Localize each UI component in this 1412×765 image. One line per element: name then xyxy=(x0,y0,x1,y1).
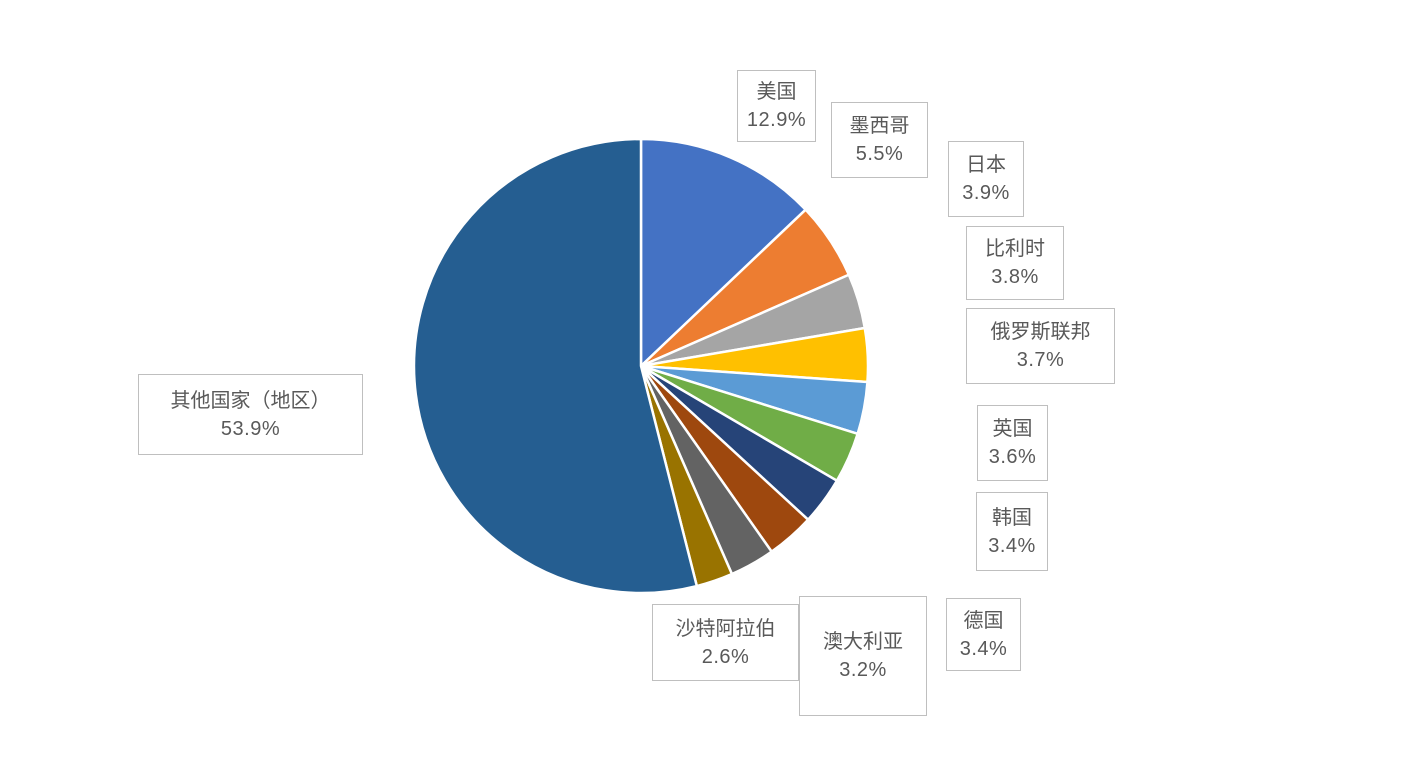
pie-slice-usa xyxy=(639,137,807,368)
pie-slice-others xyxy=(412,137,699,595)
